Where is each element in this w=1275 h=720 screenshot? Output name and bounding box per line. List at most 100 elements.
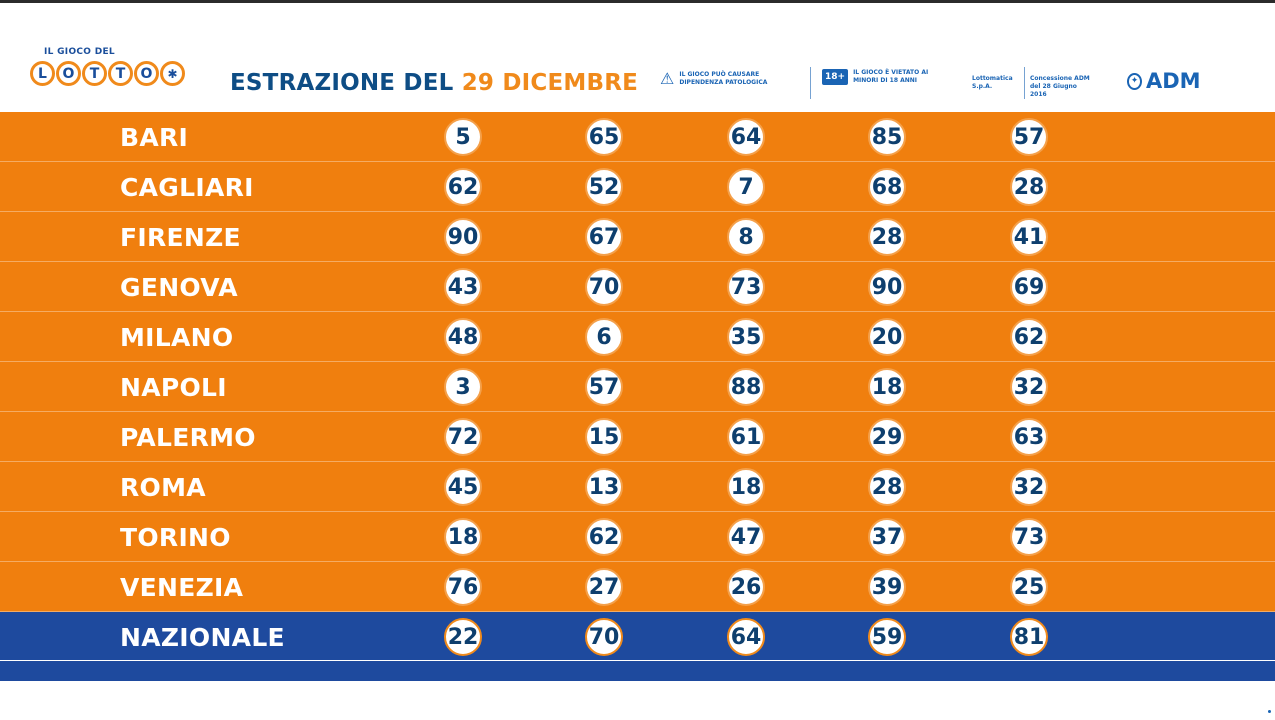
number-ball: 61 (727, 418, 765, 456)
number-ball: 7 (727, 168, 765, 206)
number-ball: 69 (1010, 268, 1048, 306)
number-ball: 57 (585, 368, 623, 406)
number-ball: 57 (1010, 118, 1048, 156)
number-ball: 39 (868, 568, 906, 606)
number-ball: 28 (868, 218, 906, 256)
table-row: CAGLIARI 62 52 7 68 28 (0, 162, 1275, 212)
table-row: TORINO 18 62 47 37 73 (0, 512, 1275, 562)
number-ball: 62 (444, 168, 482, 206)
number-ball: 41 (1010, 218, 1048, 256)
number-ball: 88 (727, 368, 765, 406)
number-ball: 76 (444, 568, 482, 606)
emblem-icon: ✦ (1127, 72, 1142, 90)
number-ball: 72 (444, 418, 482, 456)
number-ball: 90 (444, 218, 482, 256)
age-badge: 18+ (822, 69, 849, 85)
number-ball: 28 (868, 468, 906, 506)
table-row: MILANO 48 6 35 20 62 (0, 312, 1275, 362)
warning-addiction: ⚠ IL GIOCO PUÒ CAUSARE DIPENDENZA PATOLO… (660, 69, 769, 88)
number-ball: 8 (727, 218, 765, 256)
number-ball: 59 (868, 618, 906, 656)
city-name: MILANO (120, 323, 234, 352)
number-ball: 45 (444, 468, 482, 506)
number-ball: 90 (868, 268, 906, 306)
number-ball: 52 (585, 168, 623, 206)
number-ball: 3 (444, 368, 482, 406)
number-ball: 63 (1010, 418, 1048, 456)
number-ball: 48 (444, 318, 482, 356)
number-ball: 64 (727, 618, 765, 656)
number-ball: 20 (868, 318, 906, 356)
number-ball: 47 (727, 518, 765, 556)
number-ball: 67 (585, 218, 623, 256)
number-ball: 73 (1010, 518, 1048, 556)
number-ball: 28 (1010, 168, 1048, 206)
number-ball: 18 (868, 368, 906, 406)
top-border (0, 0, 1275, 3)
number-ball: 13 (585, 468, 623, 506)
warning-addiction-text: IL GIOCO PUÒ CAUSARE DIPENDENZA PATOLOGI… (679, 70, 768, 86)
logo-letter: T (108, 61, 133, 86)
number-ball: 65 (585, 118, 623, 156)
city-name: TORINO (120, 523, 231, 552)
number-ball: 68 (868, 168, 906, 206)
number-ball: 85 (868, 118, 906, 156)
city-name: NAPOLI (120, 373, 227, 402)
concession-text: Concessione ADM del 28 Giugno 2016 (1030, 75, 1090, 98)
logo-letter: O (56, 61, 81, 86)
city-name: CAGLIARI (120, 173, 254, 202)
number-ball: 18 (444, 518, 482, 556)
number-ball: 35 (727, 318, 765, 356)
adm-logo: ✦ ADM (1127, 69, 1201, 93)
number-ball: 32 (1010, 468, 1048, 506)
number-ball: 32 (1010, 368, 1048, 406)
title-date: 29 DICEMBRE (461, 70, 639, 96)
city-name: BARI (120, 123, 189, 152)
city-name: NAZIONALE (120, 623, 285, 652)
number-ball: 5 (444, 118, 482, 156)
divider (1024, 67, 1025, 99)
logo-letter: O (134, 61, 159, 86)
warning-minors-text: IL GIOCO È VIETATO AI MINORI DI 18 ANNI (853, 69, 929, 84)
number-ball: 18 (727, 468, 765, 506)
number-ball: 70 (585, 618, 623, 656)
number-ball: 22 (444, 618, 482, 656)
number-ball: 37 (868, 518, 906, 556)
results-table: BARI 5 65 64 85 57 CAGLIARI 62 52 7 68 2… (0, 112, 1275, 662)
table-row: GENOVA 43 70 73 90 69 (0, 262, 1275, 312)
lotto-logo: IL GIOCO DEL L O T T O ✱ (30, 47, 192, 107)
number-ball: 70 (585, 268, 623, 306)
logo-caption: IL GIOCO DEL (44, 47, 115, 57)
number-ball: 43 (444, 268, 482, 306)
logo-balls: L O T T O ✱ (30, 61, 185, 86)
number-ball: 27 (585, 568, 623, 606)
star-icon: ✱ (160, 61, 185, 86)
table-row: ROMA 45 13 18 28 32 (0, 462, 1275, 512)
number-ball: 62 (585, 518, 623, 556)
page-title: ESTRAZIONE DEL 29 DICEMBRE (230, 70, 638, 96)
number-ball: 6 (585, 318, 623, 356)
warning-icon: ⚠ (660, 69, 675, 88)
title-prefix: ESTRAZIONE DEL (230, 70, 454, 96)
city-name: GENOVA (120, 273, 238, 302)
logo-letter: T (82, 61, 107, 86)
header: IL GIOCO DEL L O T T O ✱ ESTRAZIONE DEL … (0, 3, 1275, 112)
divider (810, 67, 811, 99)
number-ball: 26 (727, 568, 765, 606)
number-ball: 81 (1010, 618, 1048, 656)
number-ball: 29 (868, 418, 906, 456)
adm-text: ADM (1146, 69, 1201, 93)
table-row: VENEZIA 76 27 26 39 25 (0, 562, 1275, 612)
logo-letter: L (30, 61, 55, 86)
footer-bar (0, 661, 1275, 681)
number-ball: 64 (727, 118, 765, 156)
table-row: FIRENZE 90 67 8 28 41 (0, 212, 1275, 262)
city-name: VENEZIA (120, 573, 244, 602)
warning-minors: 18+ IL GIOCO È VIETATO AI MINORI DI 18 A… (822, 69, 943, 85)
city-name: ROMA (120, 473, 206, 502)
city-name: PALERMO (120, 423, 256, 452)
operator-text: Lottomatica S.p.A. (972, 75, 1013, 90)
number-ball: 15 (585, 418, 623, 456)
number-ball: 73 (727, 268, 765, 306)
table-row-nazionale: NAZIONALE 22 70 64 59 81 (0, 612, 1275, 662)
